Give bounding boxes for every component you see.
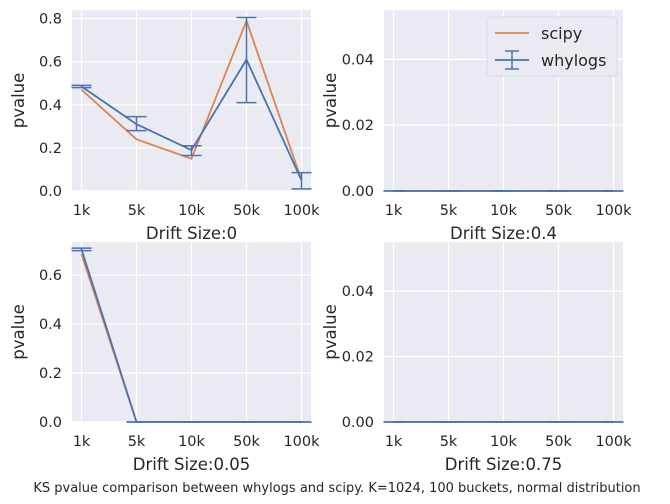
- x-tick-label: 10k: [490, 203, 517, 219]
- subplot-2: 0.00 0.02 0.04 1k 5k 10k 50k 100k Drift Size:0.4…: [321, 10, 632, 243]
- y-tick-label: 0.0: [39, 415, 62, 431]
- x-tick-label: 50k: [545, 203, 572, 219]
- x-tick-label: 10k: [178, 434, 205, 450]
- y-axis-label: pvalue: [9, 304, 28, 360]
- x-tick-label: 50k: [233, 434, 260, 450]
- x-tick-label: 10k: [490, 434, 517, 450]
- y-tick-label: 0.02: [342, 350, 374, 366]
- y-tick-label: 0.00: [342, 415, 374, 431]
- y-tick-label: 0.4: [39, 317, 62, 333]
- legend-box: [486, 16, 618, 77]
- legend: scipy whylogs: [486, 16, 618, 77]
- y-tick-label: 0.02: [342, 118, 374, 134]
- x-tick-label: 10k: [178, 203, 205, 219]
- subplot-3: 0.0 0.2 0.4 0.6 1k 5k 10k 50k 100k Drift Size:0.0…: [9, 242, 320, 474]
- x-tick-label: 5k: [440, 203, 458, 219]
- y-axis-label: pvalue: [321, 304, 340, 360]
- x-tick-label: 1k: [385, 434, 403, 450]
- x-tick-label: 100k: [283, 203, 320, 219]
- x-axis-label: Drift Size:0.4: [450, 224, 557, 243]
- series-line-scipy: [80, 18, 303, 181]
- x-tick-label: 5k: [128, 203, 146, 219]
- y-tick-label: 0.04: [342, 284, 374, 300]
- x-tick-label: 1k: [73, 434, 91, 450]
- x-axis-label: Drift Size:0: [146, 224, 237, 243]
- y-tick-label: 0.6: [39, 268, 62, 284]
- x-tick-label: 1k: [385, 203, 403, 219]
- x-axis-label: Drift Size:0.75: [445, 455, 562, 474]
- x-tick-label: 50k: [545, 434, 572, 450]
- y-tick-label: 0.2: [39, 141, 62, 157]
- legend-label-scipy: scipy: [541, 24, 582, 43]
- legend-label-whylogs: whylogs: [541, 51, 606, 70]
- x-tick-label: 5k: [128, 434, 146, 450]
- x-tick-label: 100k: [283, 434, 320, 450]
- y-tick-label: 0.04: [342, 52, 374, 68]
- y-axis-label: pvalue: [9, 73, 28, 129]
- figure-caption: KS pvalue comparison between whylogs and…: [33, 481, 640, 496]
- y-tick-label: 0.6: [39, 55, 62, 71]
- x-tick-label: 1k: [73, 203, 91, 219]
- x-tick-label: 100k: [595, 434, 632, 450]
- x-tick-label: 50k: [233, 203, 260, 219]
- y-tick-label: 0.00: [342, 184, 374, 200]
- subplot-4: 0.00 0.02 0.04 1k 5k 10k 50k 100k Drift Size:0.7…: [321, 242, 632, 474]
- y-tick-label: 0.0: [39, 184, 62, 200]
- subplot-1: 0.0 0.2 0.4 0.6 0.8 1k 5k 10k 50k 100k Drift Size:…: [9, 10, 320, 243]
- y-tick-label: 0.8: [39, 12, 62, 28]
- x-tick-label: 5k: [440, 434, 458, 450]
- x-axis-label: Drift Size:0.05: [133, 455, 250, 474]
- y-tick-label: 0.2: [39, 366, 62, 382]
- y-tick-label: 0.4: [39, 98, 62, 114]
- y-axis-label: pvalue: [321, 73, 340, 129]
- x-tick-label: 100k: [595, 203, 632, 219]
